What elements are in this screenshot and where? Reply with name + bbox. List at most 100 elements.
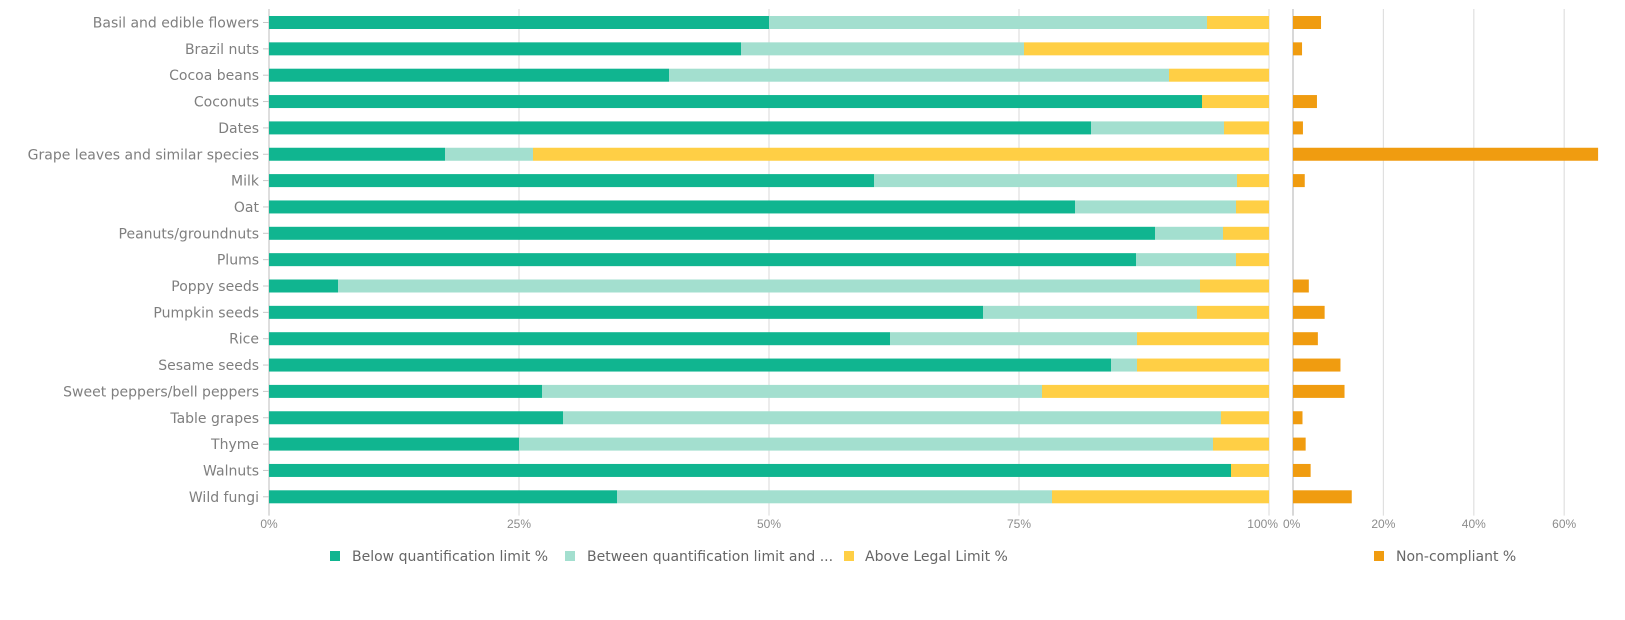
bar-segment-between-limits [1075, 200, 1236, 214]
bar-segment-below-quantification [269, 490, 617, 504]
x-tick-label: 20% [1371, 517, 1395, 531]
bar-segment-between-limits [741, 42, 1024, 56]
category-label: Sweet peppers/bell peppers [63, 384, 259, 400]
bar-noncompliant [1293, 121, 1303, 135]
bar-segment-below-quantification [269, 358, 1111, 372]
category-label: Pumpkin seeds [153, 305, 259, 321]
x-tick-label: 25% [507, 517, 531, 531]
bar-segment-below-quantification [269, 200, 1075, 214]
legend-marker [330, 551, 340, 561]
category-label: Basil and edible flowers [93, 16, 259, 32]
bar-segment-below-quantification [269, 279, 338, 293]
bar-noncompliant [1293, 16, 1322, 29]
bar-segment-between-limits [1155, 226, 1223, 240]
bar-noncompliant [1293, 332, 1318, 346]
bar-segment-above-legal [533, 147, 1269, 161]
x-tick-label: 60% [1552, 517, 1576, 531]
bar-noncompliant [1293, 279, 1309, 293]
category-label: Grape leaves and similar species [28, 147, 259, 163]
legend-label: Between quantification limit and ... [587, 549, 833, 565]
bar-segment-between-limits [1111, 358, 1137, 372]
bar-segment-above-legal [1231, 463, 1269, 477]
bar-segment-below-quantification [269, 174, 874, 188]
bar-segment-between-limits [1091, 121, 1224, 135]
category-label: Table grapes [169, 411, 259, 427]
bar-segment-below-quantification [269, 437, 519, 451]
bar-segment-between-limits [983, 305, 1197, 319]
category-axis: Basil and edible flowers Brazil nuts Cocoa… [28, 16, 269, 506]
bar-segment-below-quantification [269, 147, 445, 161]
bar-segment-above-legal [1137, 332, 1269, 346]
bar-segment-below-quantification [269, 68, 669, 82]
bar-segment-between-limits [563, 411, 1221, 425]
x-tick-label: 40% [1462, 517, 1486, 531]
category-label: Dates [218, 121, 259, 137]
bar-segment-above-legal [1042, 384, 1269, 398]
legend-label: Non-compliant % [1396, 549, 1516, 565]
bar-segment-above-legal [1024, 42, 1269, 56]
category-label: Oat [234, 200, 260, 216]
category-label: Milk [231, 174, 260, 190]
stacked-bars [269, 16, 1269, 504]
legend-item-below-quantification: Below quantification limit % [330, 549, 548, 565]
bar-segment-between-limits [542, 384, 1042, 398]
bar-segment-above-legal [1236, 200, 1269, 214]
bar-segment-between-limits [338, 279, 1200, 293]
right-x-axis: 0% 20% 40% 60% [1283, 517, 1577, 531]
bar-segment-above-legal [1236, 253, 1269, 267]
bar-segment-between-limits [1136, 253, 1236, 267]
category-label: Cocoa beans [169, 68, 259, 84]
bar-noncompliant [1293, 42, 1303, 56]
bar-segment-below-quantification [269, 16, 769, 29]
bar-noncompliant [1293, 463, 1311, 477]
bar-segment-above-legal [1137, 358, 1269, 372]
bar-segment-above-legal [1169, 68, 1269, 82]
bar-segment-above-legal [1223, 226, 1269, 240]
bar-segment-below-quantification [269, 42, 741, 56]
bar-segment-below-quantification [269, 226, 1155, 240]
category-label: Rice [229, 332, 259, 348]
bar-segment-above-legal [1237, 174, 1269, 188]
bar-segment-between-limits [669, 68, 1169, 82]
category-label: Coconuts [194, 95, 259, 111]
legend-item-noncompliant: Non-compliant % [1374, 549, 1516, 565]
bar-segment-above-legal [1207, 16, 1269, 29]
category-label: Wild fungi [189, 490, 259, 506]
category-label: Thyme [210, 437, 259, 453]
bar-segment-below-quantification [269, 95, 1202, 109]
bar-segment-between-limits [519, 437, 1213, 451]
x-tick-label: 75% [1007, 517, 1031, 531]
category-label: Poppy seeds [171, 279, 259, 295]
noncompliant-bars [1293, 16, 1599, 504]
x-tick-label: 50% [757, 517, 781, 531]
category-label: Plums [217, 253, 259, 269]
legend-label: Below quantification limit % [352, 549, 548, 565]
bar-noncompliant [1293, 490, 1352, 504]
bar-segment-above-legal [1052, 490, 1269, 504]
bar-segment-between-limits [890, 332, 1137, 346]
bar-segment-between-limits [445, 147, 533, 161]
bar-noncompliant [1293, 147, 1599, 161]
legend-marker [844, 551, 854, 561]
bar-noncompliant [1293, 174, 1305, 188]
x-tick-label: 0% [260, 517, 278, 531]
bar-segment-between-limits [769, 16, 1207, 29]
legend-item-above-legal: Above Legal Limit % [844, 549, 1008, 565]
bar-segment-below-quantification [269, 305, 983, 319]
legend-item-between-limits: Between quantification limit and ... [565, 549, 833, 565]
category-label: Brazil nuts [185, 42, 259, 58]
bar-segment-below-quantification [269, 253, 1136, 267]
legend-marker [1374, 551, 1384, 561]
left-x-axis: 0% 25% 50% 75% 100% [260, 517, 1278, 531]
bar-segment-above-legal [1213, 437, 1269, 451]
bar-segment-above-legal [1197, 305, 1269, 319]
bar-noncompliant [1293, 384, 1345, 398]
bar-noncompliant [1293, 358, 1341, 372]
legend-label: Above Legal Limit % [865, 549, 1008, 565]
bar-segment-above-legal [1221, 411, 1269, 425]
bar-segment-below-quantification [269, 463, 1231, 477]
bar-segment-below-quantification [269, 332, 890, 346]
bar-segment-above-legal [1202, 95, 1269, 109]
bar-noncompliant [1293, 305, 1325, 319]
